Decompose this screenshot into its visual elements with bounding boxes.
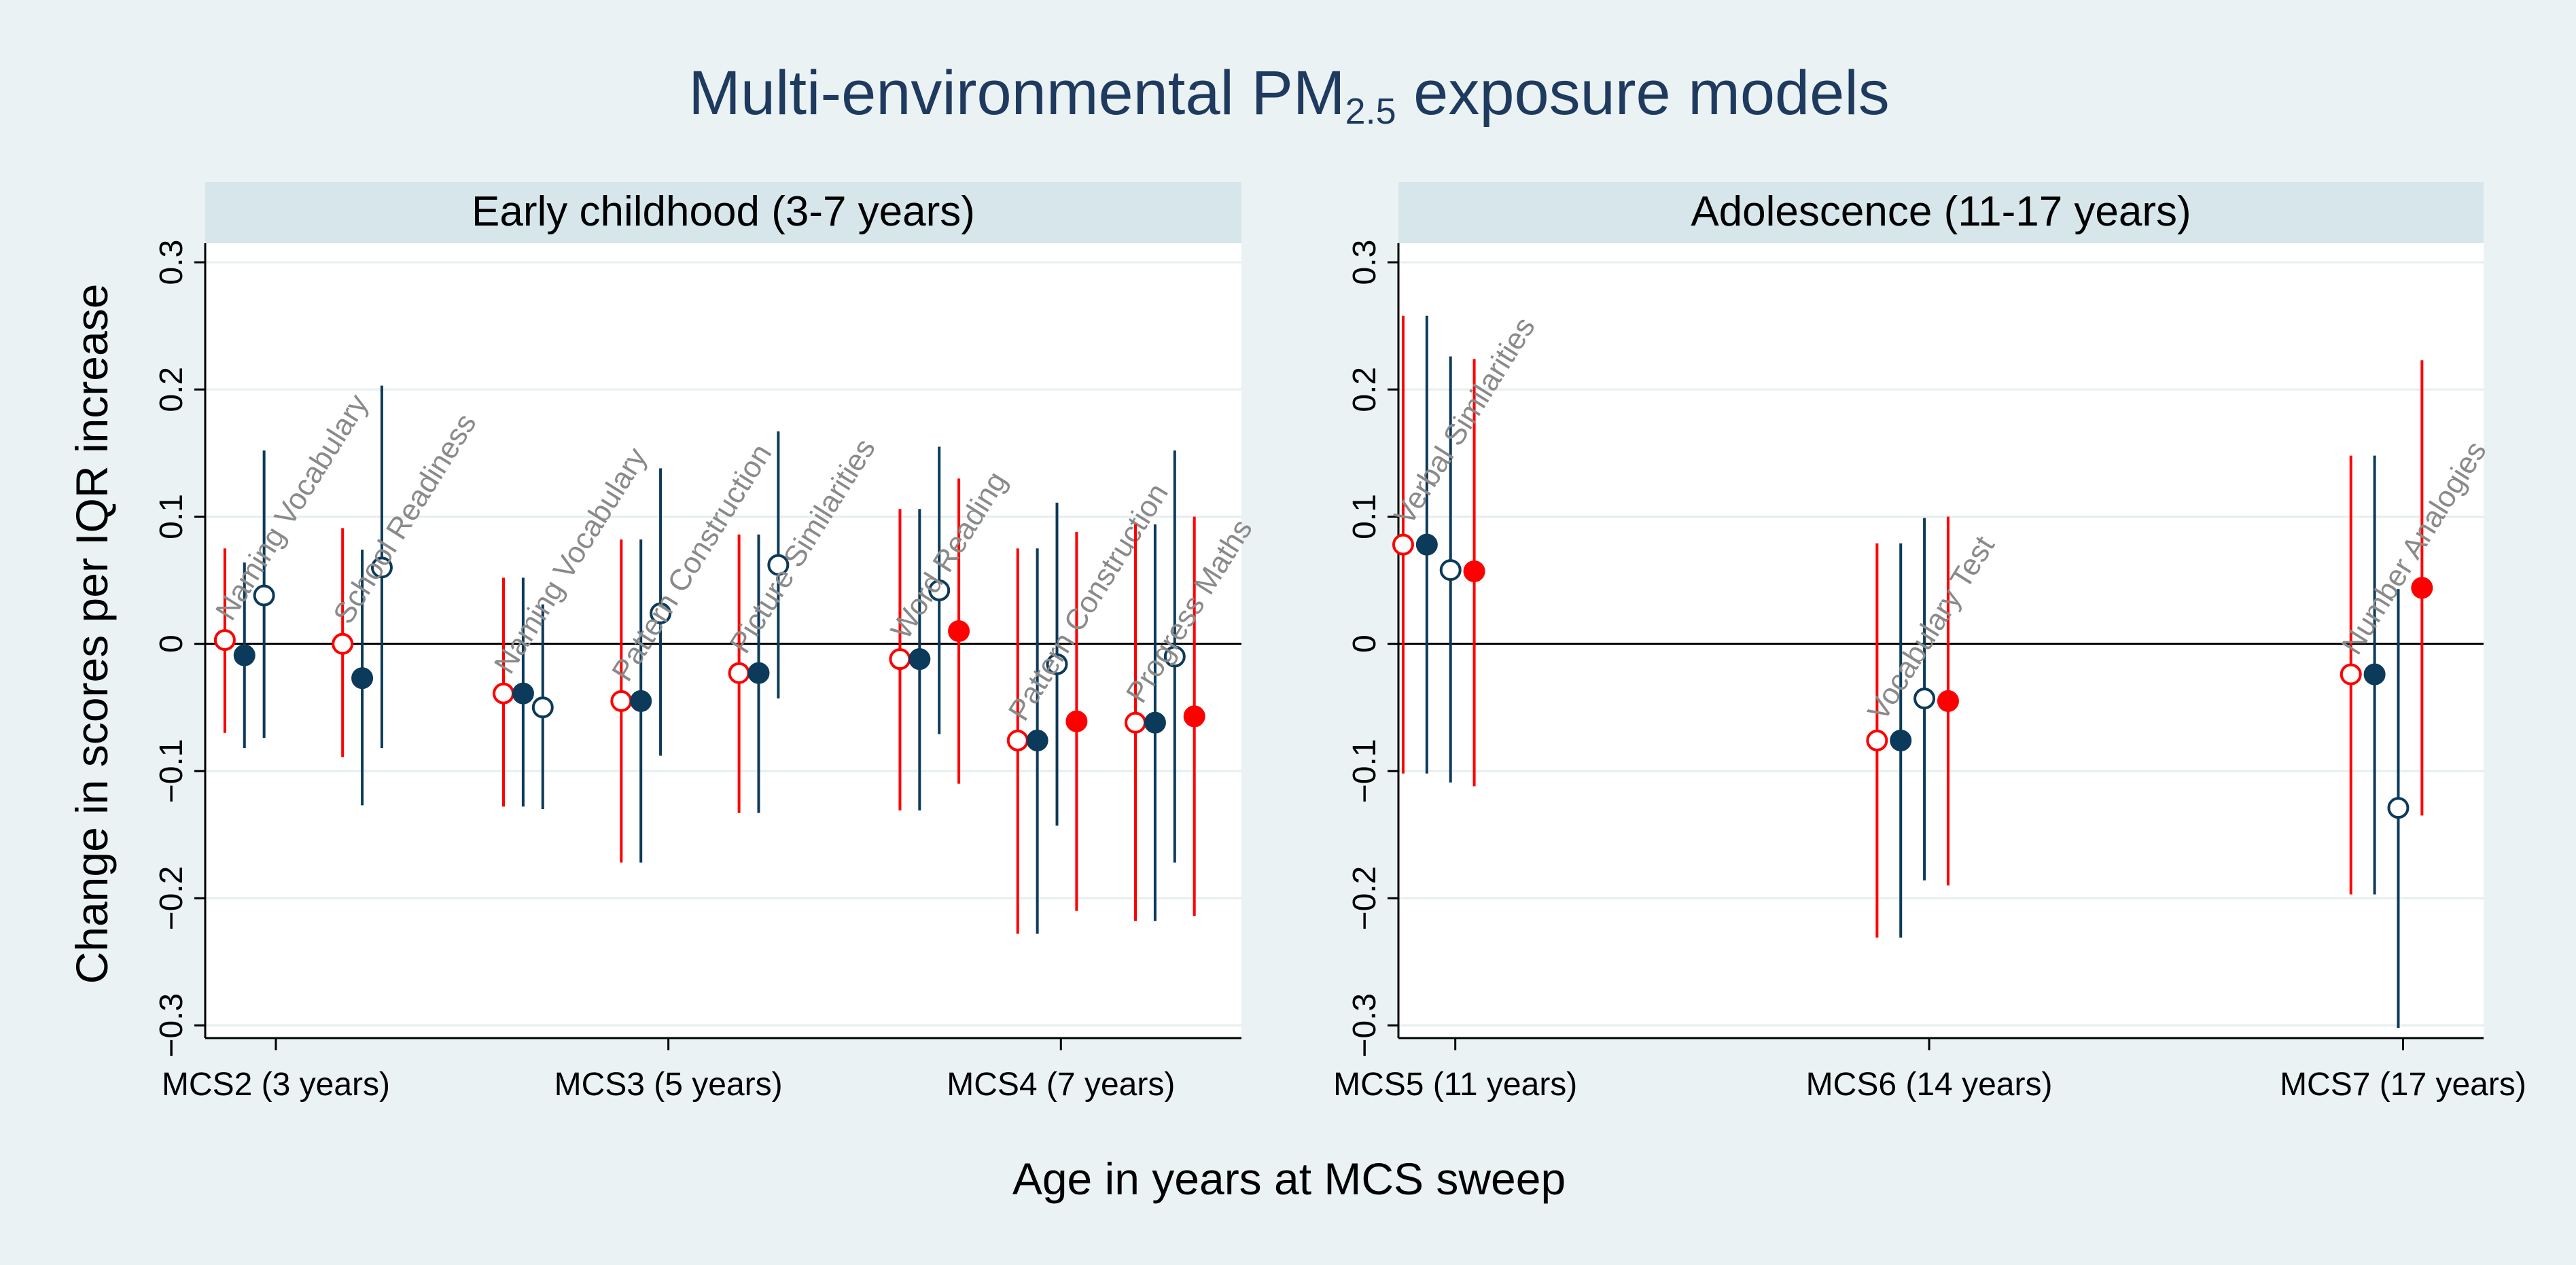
point-estimate — [2411, 577, 2433, 599]
point-estimate — [1065, 710, 1088, 732]
point-estimate — [493, 682, 515, 705]
point-estimate — [2387, 797, 2410, 819]
x-tick-label: MCS3 (5 years) — [554, 1067, 783, 1103]
x-axis-label: Age in years at MCS sweep — [1012, 1154, 1566, 1204]
point-estimate — [1913, 688, 1936, 710]
panel-2: Adolescence (11-17 years) −0.3 −0.2 −0.1 0 0.… — [1333, 182, 2526, 1103]
y-tick-label: −0.2 — [154, 866, 190, 931]
point-estimate — [747, 662, 770, 684]
point-estimate — [1006, 729, 1029, 751]
point-estimate — [908, 648, 931, 671]
y-tick-label: 0.3 — [1347, 240, 1383, 285]
point-estimate — [1026, 729, 1048, 751]
point-estimate — [1415, 533, 1438, 556]
point-estimate — [1144, 711, 1166, 734]
x-tick-label: MCS5 (11 years) — [1333, 1067, 1577, 1103]
y-tick-label: −0.2 — [1347, 866, 1383, 931]
point-estimate — [948, 620, 970, 642]
plot-area — [205, 243, 1241, 1038]
point-estimate — [1439, 559, 1462, 582]
point-estimate — [1046, 653, 1068, 675]
y-tick-label: −0.1 — [1347, 738, 1383, 803]
point-estimate — [610, 690, 633, 712]
point-estimate — [630, 690, 652, 712]
y-tick-label: 0.2 — [154, 367, 190, 412]
point-estimate — [767, 554, 790, 576]
point-estimate — [1163, 645, 1186, 668]
point-estimate — [1183, 705, 1205, 728]
point-estimate — [512, 682, 534, 705]
y-tick-label: 0 — [154, 635, 190, 653]
panel-1: Early childhood (3-7 years) −0.3 −0.2 −0.1 0… — [154, 182, 1259, 1103]
y-tick-label: −0.3 — [1347, 993, 1383, 1058]
panel-title: Early childhood (3-7 years) — [472, 188, 975, 235]
point-estimate — [370, 556, 393, 579]
point-estimate — [351, 667, 374, 690]
chart-title: Multi-environmental PM2.5 exposure model… — [688, 58, 1890, 132]
y-axis-label: Change in scores per IQR increase — [67, 284, 117, 984]
x-tick-label: MCS4 (7 years) — [947, 1067, 1175, 1103]
x-tick-label: MCS7 (17 years) — [2280, 1067, 2526, 1103]
y-tick-label: 0.1 — [154, 494, 190, 539]
point-estimate — [928, 580, 951, 602]
point-estimate — [1392, 533, 1414, 556]
point-estimate — [728, 662, 750, 684]
point-estimate — [2340, 663, 2362, 685]
y-tick-label: 0.3 — [154, 240, 190, 285]
y-tick-label: −0.1 — [154, 738, 190, 803]
y-tick-label: 0.2 — [1347, 367, 1383, 412]
chart-title-suffix: exposure models — [1396, 58, 1890, 128]
point-estimate — [1937, 690, 1959, 712]
chart-title-main: Multi-environmental PM — [688, 58, 1345, 128]
x-tick-label: MCS2 (3 years) — [162, 1067, 390, 1103]
point-estimate — [531, 696, 554, 719]
point-estimate — [650, 602, 672, 624]
point-estimate — [1125, 711, 1147, 734]
point-estimate — [2363, 663, 2386, 685]
x-tick-label: MCS6 (14 years) — [1806, 1067, 2053, 1103]
point-estimate — [332, 632, 354, 655]
y-tick-label: 0 — [1347, 635, 1383, 653]
panel-strip — [1398, 182, 2484, 243]
point-estimate — [1890, 729, 1912, 751]
point-estimate — [889, 648, 911, 671]
plot-area — [1398, 243, 2484, 1038]
point-estimate — [253, 584, 275, 607]
y-tick-label: −0.3 — [154, 993, 190, 1058]
panel-title: Adolescence (11-17 years) — [1691, 188, 2191, 235]
chart-title-subscript: 2.5 — [1345, 91, 1396, 132]
panel-strip — [205, 182, 1241, 243]
point-estimate — [1463, 560, 1485, 582]
point-estimate — [233, 644, 255, 666]
point-estimate — [1866, 729, 1888, 751]
point-estimate — [213, 629, 236, 652]
y-tick-label: 0.1 — [1347, 494, 1383, 539]
panels: Early childhood (3-7 years) −0.3 −0.2 −0.1 0… — [154, 182, 2526, 1103]
